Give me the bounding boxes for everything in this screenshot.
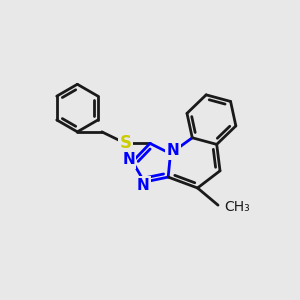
Text: S: S bbox=[120, 134, 132, 152]
Text: N: N bbox=[122, 152, 135, 167]
Text: CH₃: CH₃ bbox=[224, 200, 250, 214]
Text: N: N bbox=[167, 143, 179, 158]
Text: N: N bbox=[136, 178, 149, 193]
